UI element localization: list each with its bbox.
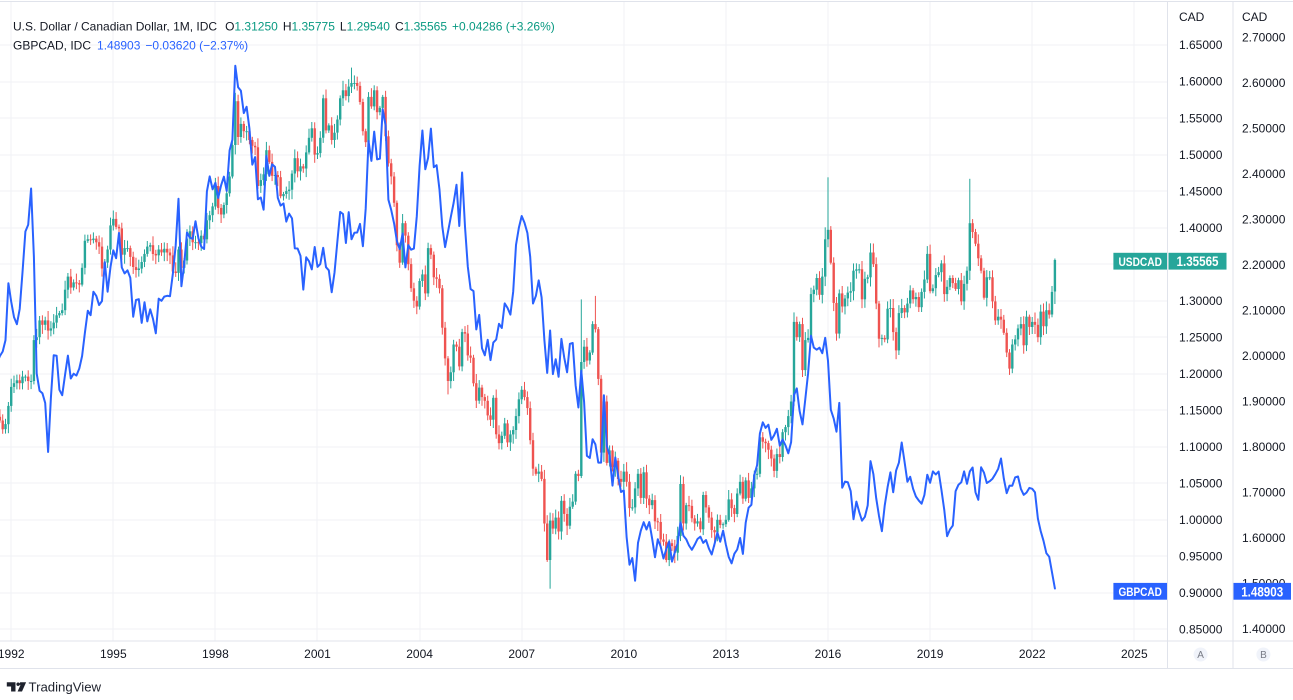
svg-text:1.00000: 1.00000 [1179,513,1223,527]
svg-text:1.30000: 1.30000 [1179,294,1223,308]
svg-text:USDCAD: USDCAD [1118,255,1162,269]
svg-text:1.40000: 1.40000 [1179,221,1223,235]
svg-text:2.10000: 2.10000 [1242,304,1286,318]
svg-text:2.00000: 2.00000 [1242,349,1286,363]
svg-text:1998: 1998 [202,647,229,661]
svg-text:1.60000: 1.60000 [1242,531,1286,545]
svg-text:TradingView: TradingView [29,680,102,695]
svg-text:1.65000: 1.65000 [1179,38,1223,52]
svg-text:2.30000: 2.30000 [1242,213,1286,227]
svg-text:GBPCAD: GBPCAD [1118,585,1162,599]
svg-text:1995: 1995 [100,647,127,661]
svg-text:U.S. Dollar / Canadian Dollar,: U.S. Dollar / Canadian Dollar, 1M, IDC O1… [13,20,555,34]
svg-text:1.48903: 1.48903 [1241,583,1283,599]
svg-text:B: B [1260,650,1267,661]
svg-text:1.60000: 1.60000 [1179,75,1223,89]
svg-text:1.05000: 1.05000 [1179,477,1223,491]
svg-text:2.50000: 2.50000 [1242,122,1286,136]
svg-text:1.20000: 1.20000 [1179,367,1223,381]
svg-text:1992: 1992 [0,647,25,661]
svg-text:1.55000: 1.55000 [1179,111,1223,125]
svg-text:2025: 2025 [1121,647,1148,661]
svg-text:0.85000: 0.85000 [1179,623,1223,637]
svg-text:2019: 2019 [917,647,944,661]
svg-text:CAD: CAD [1179,10,1205,24]
svg-text:2013: 2013 [713,647,740,661]
svg-text:1.40000: 1.40000 [1242,622,1286,636]
svg-text:2016: 2016 [815,647,842,661]
svg-text:1.15000: 1.15000 [1179,404,1223,418]
svg-text:2010: 2010 [610,647,637,661]
svg-text:CAD: CAD [1242,10,1268,24]
svg-text:1.50000: 1.50000 [1179,148,1223,162]
svg-text:2001: 2001 [304,647,331,661]
svg-text:2004: 2004 [406,647,433,661]
svg-text:1.80000: 1.80000 [1242,440,1286,454]
svg-text:0.95000: 0.95000 [1179,550,1223,564]
svg-text:2007: 2007 [508,647,535,661]
svg-text:1.90000: 1.90000 [1242,395,1286,409]
svg-text:1.10000: 1.10000 [1179,440,1223,454]
svg-text:2.20000: 2.20000 [1242,258,1286,272]
svg-text:1.25000: 1.25000 [1179,330,1223,344]
svg-text:2022: 2022 [1019,647,1046,661]
svg-text:0.90000: 0.90000 [1179,586,1223,600]
svg-text:1.35565: 1.35565 [1177,253,1219,269]
svg-text:2.70000: 2.70000 [1242,31,1286,45]
svg-text:2.60000: 2.60000 [1242,76,1286,90]
svg-text:A: A [1197,650,1204,661]
svg-text:1.70000: 1.70000 [1242,486,1286,500]
svg-text:1.45000: 1.45000 [1179,184,1223,198]
svg-text:2.40000: 2.40000 [1242,167,1286,181]
